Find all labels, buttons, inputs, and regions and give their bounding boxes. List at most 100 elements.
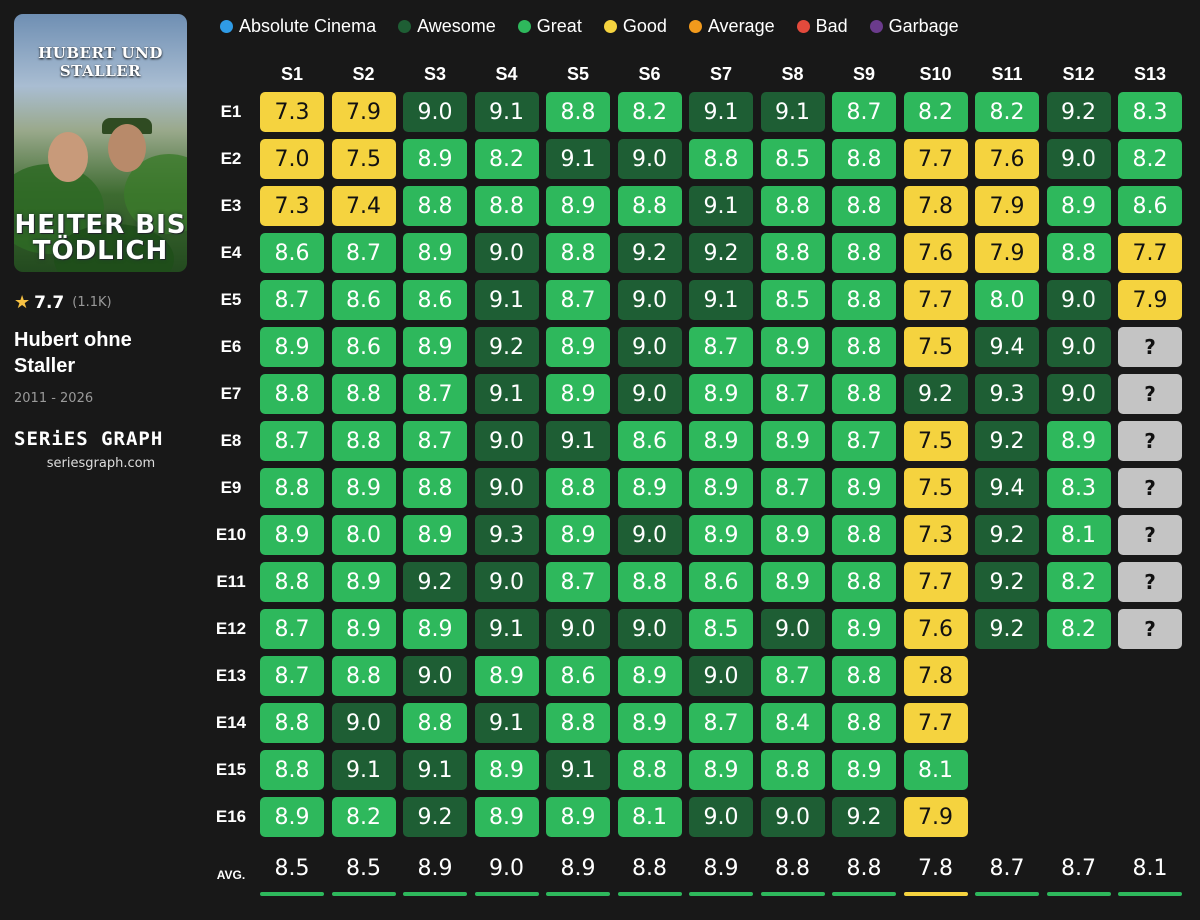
rating-cell[interactable]: 8.8 — [474, 186, 539, 226]
rating-cell[interactable]: 8.5 — [760, 139, 825, 179]
rating-cell[interactable]: 9.2 — [975, 562, 1039, 602]
rating-cell[interactable]: 8.9 — [546, 797, 610, 837]
rating-cell[interactable]: 9.1 — [474, 92, 539, 132]
rating-cell[interactable]: 9.2 — [617, 233, 682, 273]
rating-cell[interactable]: 8.2 — [474, 139, 539, 179]
rating-cell[interactable]: 9.1 — [760, 92, 825, 132]
rating-cell[interactable]: 9.3 — [474, 515, 539, 555]
rating-cell[interactable]: 8.2 — [975, 92, 1039, 132]
rating-cell[interactable]: 8.9 — [689, 515, 753, 555]
rating-cell[interactable]: 8.2 — [1118, 139, 1182, 179]
rating-cell[interactable]: 8.2 — [331, 797, 396, 837]
rating-cell[interactable]: 8.9 — [617, 656, 682, 696]
rating-cell[interactable]: 7.5 — [331, 139, 396, 179]
rating-cell[interactable]: 7.6 — [975, 139, 1039, 179]
rating-cell[interactable]: 7.4 — [331, 186, 396, 226]
rating-cell[interactable]: 8.5 — [689, 609, 753, 649]
rating-cell[interactable]: 8.8 — [331, 656, 396, 696]
rating-cell[interactable]: 8.8 — [832, 515, 896, 555]
rating-cell[interactable]: ? — [1118, 562, 1182, 602]
rating-cell[interactable]: 9.1 — [403, 750, 467, 790]
rating-cell[interactable]: 8.9 — [832, 468, 896, 508]
rating-cell[interactable]: 8.8 — [260, 468, 324, 508]
rating-cell[interactable]: 8.9 — [403, 515, 467, 555]
rating-cell[interactable]: 8.6 — [260, 233, 324, 273]
rating-cell[interactable]: 9.2 — [403, 562, 467, 602]
season-header[interactable]: S5 — [566, 64, 590, 84]
rating-cell[interactable]: ? — [1118, 515, 1182, 555]
rating-cell[interactable]: 8.7 — [760, 374, 825, 414]
rating-cell[interactable]: 8.7 — [403, 374, 467, 414]
rating-cell[interactable]: 8.2 — [617, 92, 682, 132]
rating-cell[interactable]: 8.7 — [260, 609, 324, 649]
rating-cell[interactable]: 8.6 — [1118, 186, 1182, 226]
rating-cell[interactable]: 9.2 — [474, 327, 539, 367]
rating-cell[interactable]: 7.8 — [903, 656, 968, 696]
rating-cell[interactable]: 9.0 — [403, 92, 467, 132]
rating-cell[interactable]: 8.8 — [617, 186, 682, 226]
rating-cell[interactable]: 8.8 — [331, 374, 396, 414]
rating-cell[interactable]: 7.9 — [975, 186, 1039, 226]
rating-cell[interactable]: 8.9 — [474, 656, 539, 696]
rating-cell[interactable]: 7.0 — [260, 139, 324, 179]
rating-cell[interactable]: 8.8 — [832, 374, 896, 414]
rating-cell[interactable]: 8.9 — [760, 562, 825, 602]
season-header[interactable]: S2 — [352, 64, 375, 84]
season-header[interactable]: S6 — [638, 64, 661, 84]
season-header[interactable]: S1 — [280, 64, 304, 84]
rating-cell[interactable]: 8.9 — [546, 186, 610, 226]
rating-cell[interactable]: 8.8 — [546, 233, 610, 273]
rating-cell[interactable]: 8.9 — [832, 750, 896, 790]
rating-cell[interactable]: 8.8 — [617, 750, 682, 790]
rating-cell[interactable]: 7.7 — [903, 280, 968, 320]
rating-cell[interactable]: 7.5 — [903, 468, 968, 508]
rating-cell[interactable]: 8.9 — [689, 468, 753, 508]
rating-cell[interactable]: 8.9 — [546, 515, 610, 555]
rating-cell[interactable]: ? — [1118, 327, 1182, 367]
rating-cell[interactable]: 8.9 — [403, 233, 467, 273]
rating-cell[interactable]: 8.7 — [260, 421, 324, 461]
rating-cell[interactable]: 8.1 — [1046, 515, 1111, 555]
rating-cell[interactable]: ? — [1118, 468, 1182, 508]
rating-cell[interactable]: 7.5 — [903, 327, 968, 367]
rating-cell[interactable]: 9.3 — [975, 374, 1039, 414]
rating-cell[interactable]: 8.7 — [832, 92, 896, 132]
rating-cell[interactable]: 9.1 — [546, 421, 610, 461]
rating-cell[interactable]: 9.0 — [403, 656, 467, 696]
rating-cell[interactable]: 8.9 — [760, 327, 825, 367]
rating-cell[interactable]: 7.8 — [903, 186, 968, 226]
rating-cell[interactable]: 9.4 — [975, 468, 1039, 508]
rating-cell[interactable]: 7.9 — [1118, 280, 1182, 320]
season-header[interactable]: S12 — [1062, 64, 1095, 84]
rating-cell[interactable]: 8.8 — [331, 421, 396, 461]
rating-cell[interactable]: 9.1 — [689, 280, 753, 320]
season-header[interactable]: S13 — [1133, 64, 1167, 84]
show-poster[interactable]: HUBERT UND STALLER HEITER BIS TÖDLICH — [14, 14, 187, 272]
rating-cell[interactable]: 9.1 — [689, 92, 753, 132]
rating-cell[interactable]: 8.8 — [546, 92, 610, 132]
rating-cell[interactable]: 9.0 — [617, 139, 682, 179]
rating-cell[interactable]: 8.6 — [331, 327, 396, 367]
rating-cell[interactable]: ? — [1118, 421, 1182, 461]
rating-cell[interactable]: 9.0 — [1046, 327, 1111, 367]
rating-cell[interactable]: 9.0 — [474, 562, 539, 602]
rating-cell[interactable]: 9.0 — [617, 374, 682, 414]
rating-cell[interactable]: 8.9 — [260, 797, 324, 837]
rating-cell[interactable]: 7.5 — [903, 421, 968, 461]
rating-cell[interactable]: 7.6 — [903, 233, 968, 273]
rating-cell[interactable]: 9.0 — [474, 421, 539, 461]
rating-cell[interactable]: 8.7 — [832, 421, 896, 461]
rating-cell[interactable]: 9.0 — [1046, 374, 1111, 414]
rating-cell[interactable]: 9.2 — [975, 609, 1039, 649]
rating-cell[interactable]: 9.2 — [832, 797, 896, 837]
rating-cell[interactable]: 8.8 — [546, 703, 610, 743]
rating-cell[interactable]: 9.2 — [903, 374, 968, 414]
rating-cell[interactable]: 8.2 — [1046, 609, 1111, 649]
season-header[interactable]: S11 — [991, 64, 1023, 84]
rating-cell[interactable]: 8.6 — [617, 421, 682, 461]
rating-cell[interactable]: 8.5 — [760, 280, 825, 320]
season-header[interactable]: S7 — [709, 64, 733, 84]
rating-cell[interactable]: 8.8 — [832, 703, 896, 743]
rating-cell[interactable]: 9.1 — [474, 703, 539, 743]
rating-cell[interactable]: 8.7 — [760, 468, 825, 508]
